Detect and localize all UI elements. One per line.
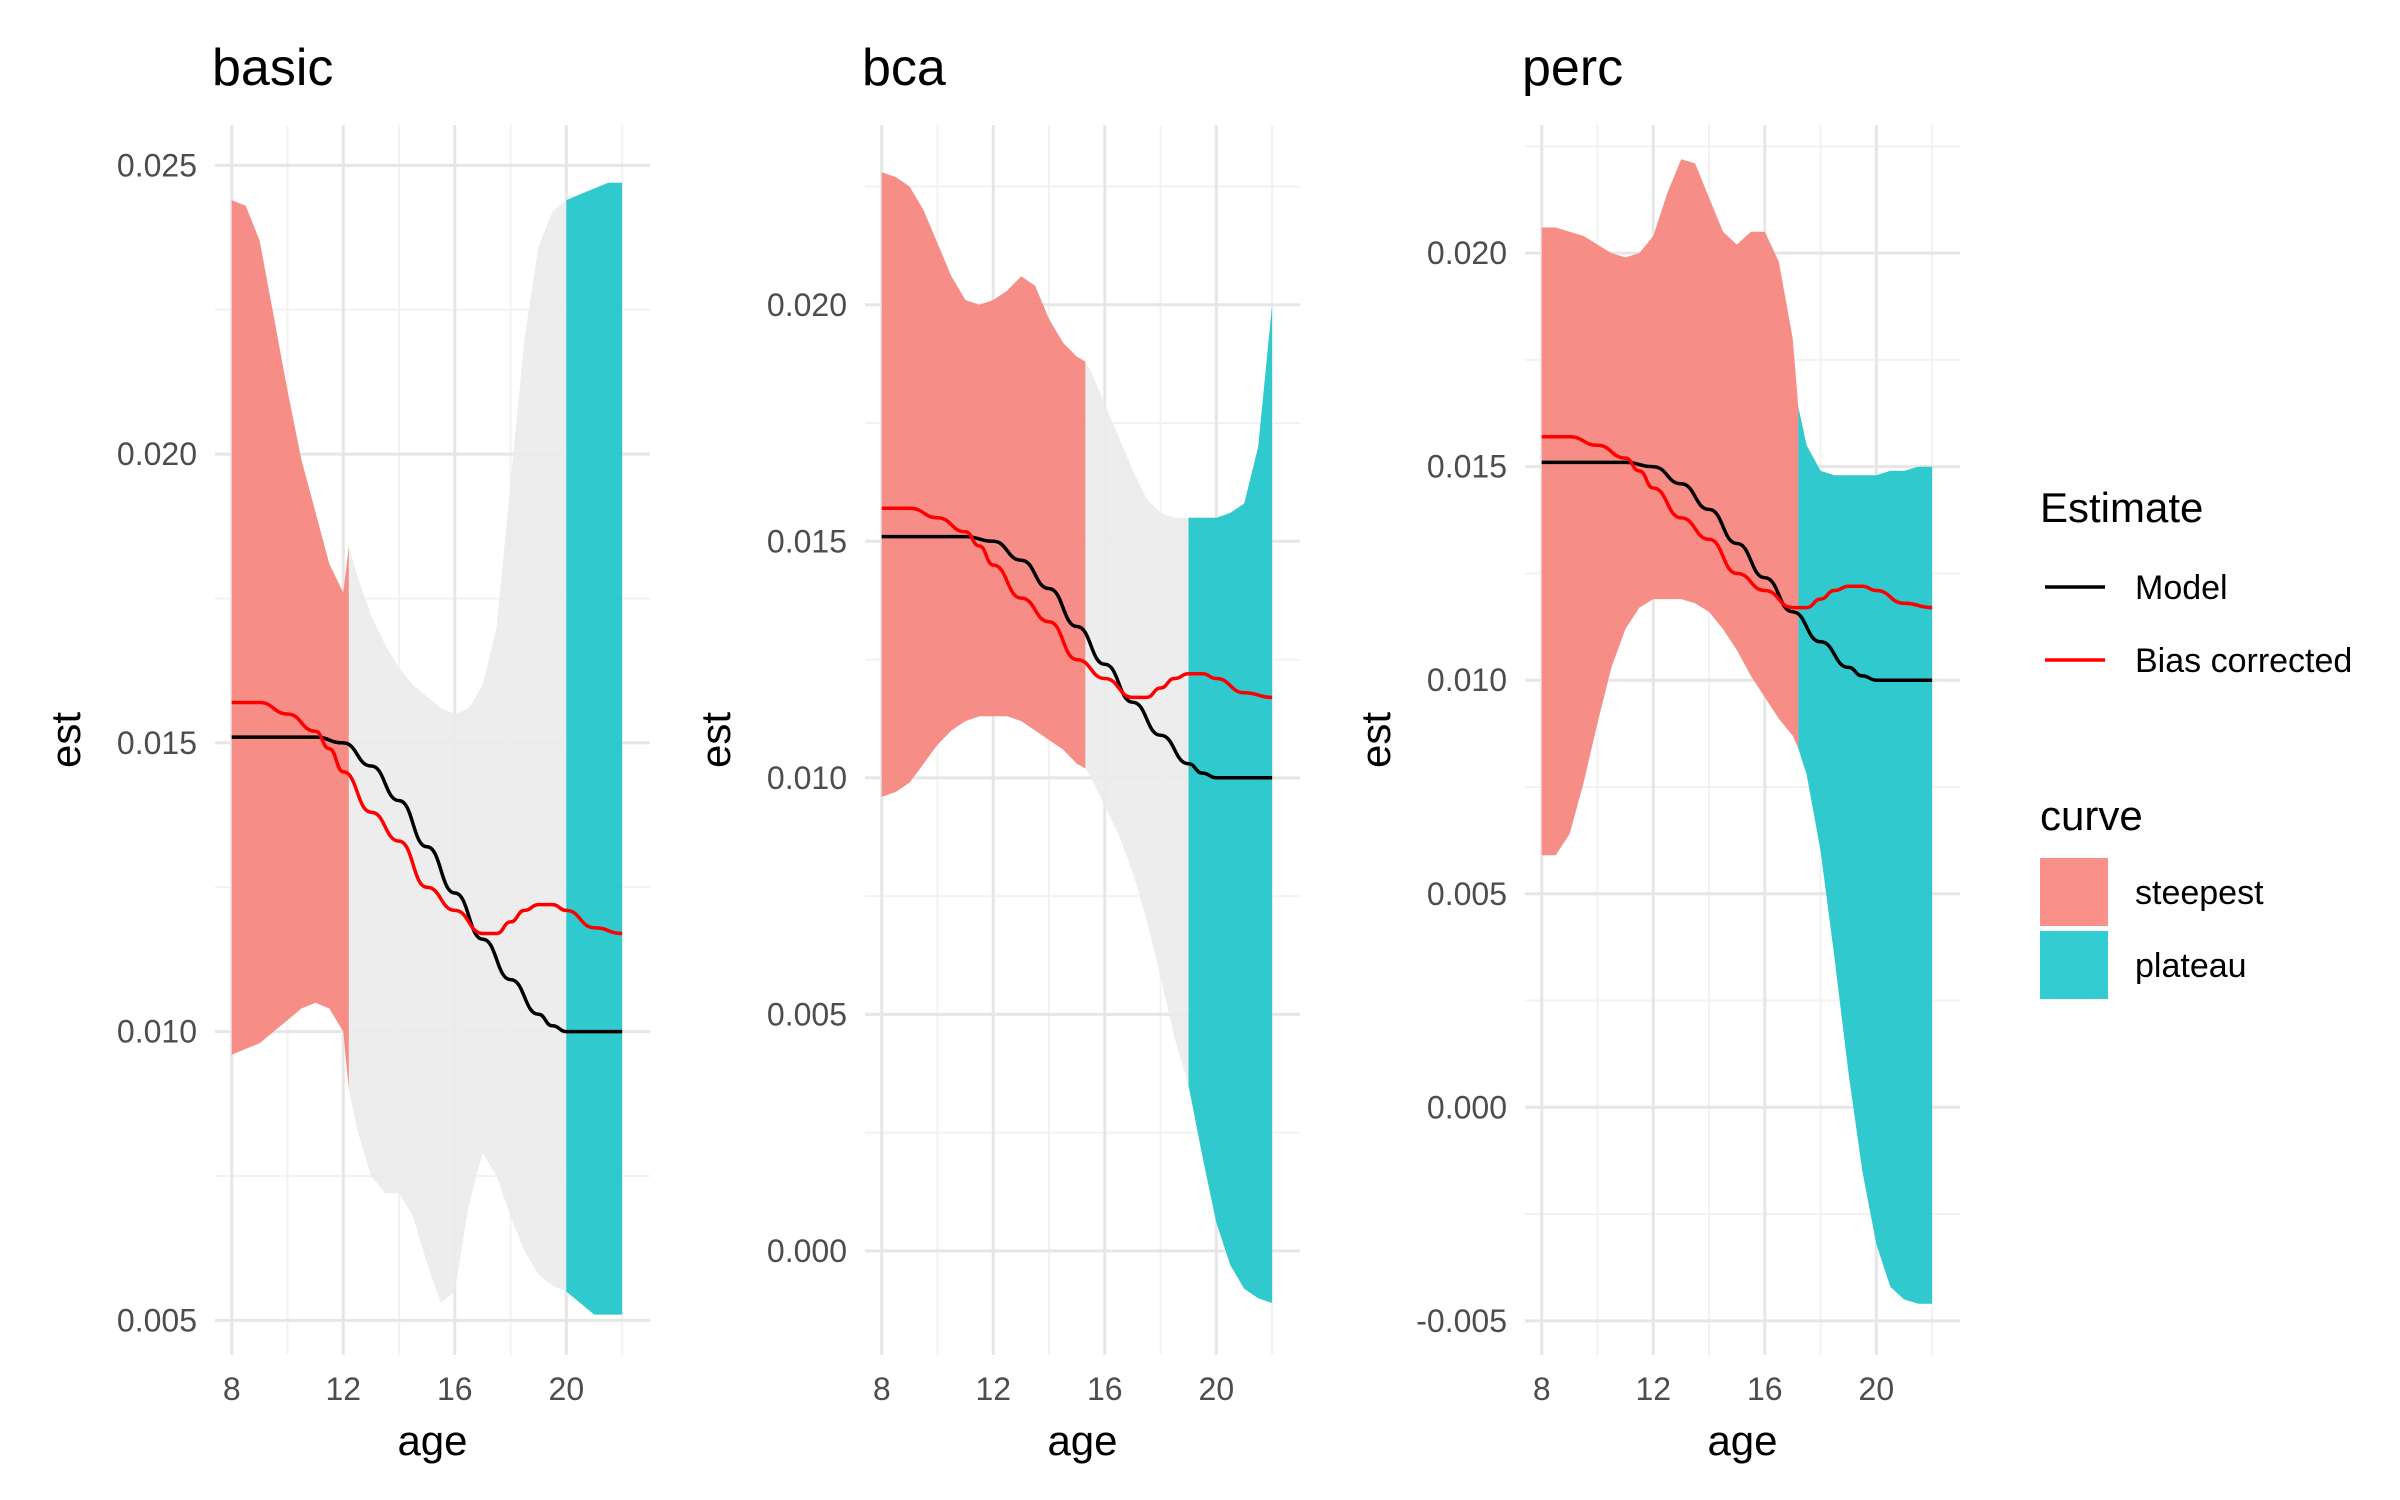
- y-tick-label: 0.005: [1427, 876, 1507, 912]
- y-tick-label: 0.015: [767, 523, 847, 559]
- legend-label: Model: [2135, 569, 2228, 607]
- panel-bca: 8 12 16 20 0.000 0.005 0.010 0.015 0.020 bca age es…: [692, 39, 1300, 1464]
- series-line-model: [881, 534, 1273, 780]
- x-axis-title: age: [1707, 1417, 1777, 1464]
- panel-basic: 8 12 16 20 0.005 0.010 0.015 0.020 0.025 basic age…: [42, 39, 650, 1464]
- plateau-region: [566, 182, 623, 1315]
- legend-title-estimate: Estimate: [2040, 484, 2203, 531]
- x-tick-label: 20: [1199, 1371, 1235, 1407]
- y-axis-title: est: [42, 712, 89, 768]
- y-tick-label: 0.010: [1427, 662, 1507, 698]
- steepest-region: [881, 172, 1086, 797]
- y-tick-label: -0.005: [1416, 1303, 1507, 1339]
- y-tick-label: 0.015: [117, 725, 197, 761]
- y-tick-label: 0.015: [1427, 449, 1507, 485]
- plateau-region: [1798, 406, 1933, 1304]
- y-axis-title: est: [1352, 712, 1399, 768]
- y-tick-label: 0.005: [767, 996, 847, 1032]
- y-tick-label: 0.020: [767, 287, 847, 323]
- legend-label: steepest: [2135, 874, 2264, 912]
- legend-title-curve: curve: [2040, 792, 2143, 839]
- x-tick-label: 12: [975, 1371, 1011, 1407]
- chart-legend: Estimate Model Bias corrected curve steepest…: [2040, 484, 2352, 999]
- x-tick-label: 20: [1859, 1371, 1895, 1407]
- panel-title: basic: [212, 39, 333, 97]
- chart-panels: 8 12 16 20 0.005 0.010 0.015 0.020 0.025 basic age…: [42, 39, 1960, 1464]
- x-tick-label: 12: [1635, 1371, 1671, 1407]
- x-tick-label: 20: [549, 1371, 585, 1407]
- x-tick-label: 8: [223, 1371, 241, 1407]
- x-tick-label: 16: [437, 1371, 473, 1407]
- legend-key-swatch: [2040, 931, 2108, 999]
- series-line-model: [1541, 460, 1933, 682]
- x-tick-label: 16: [1087, 1371, 1123, 1407]
- x-axis-title: age: [1047, 1417, 1117, 1464]
- panel-perc: 8 12 16 20 -0.005 0.000 0.005 0.010 0.015 0.020 pe…: [1352, 39, 1960, 1464]
- legend-label: Bias corrected: [2135, 642, 2352, 680]
- y-tick-label: 0.010: [767, 760, 847, 796]
- x-tick-label: 8: [1533, 1371, 1551, 1407]
- confidence-ribbon: [231, 182, 623, 1315]
- panel-title: bca: [862, 39, 946, 97]
- series-line-bias-corrected: [1541, 435, 1933, 610]
- panel-title: perc: [1522, 39, 1623, 97]
- y-tick-label: 0.020: [117, 436, 197, 472]
- series-line-bias-corrected: [881, 506, 1273, 700]
- x-tick-label: 12: [325, 1371, 361, 1407]
- series-line-model: [231, 735, 623, 1034]
- y-tick-label: 0.000: [767, 1233, 847, 1269]
- steepest-region: [231, 200, 349, 1090]
- series-line-bias-corrected: [231, 700, 623, 936]
- y-tick-label: 0.005: [117, 1302, 197, 1338]
- y-tick-label: 0.020: [1427, 235, 1507, 271]
- x-tick-label: 8: [873, 1371, 891, 1407]
- x-tick-label: 16: [1747, 1371, 1783, 1407]
- y-tick-label: 0.025: [117, 147, 197, 183]
- y-tick-label: 0.000: [1427, 1089, 1507, 1125]
- y-tick-label: 0.010: [117, 1014, 197, 1050]
- plateau-region: [1188, 304, 1273, 1303]
- legend-key-swatch: [2040, 858, 2108, 926]
- y-axis-title: est: [692, 712, 739, 768]
- legend-label: plateau: [2135, 947, 2247, 985]
- x-axis-title: age: [397, 1417, 467, 1464]
